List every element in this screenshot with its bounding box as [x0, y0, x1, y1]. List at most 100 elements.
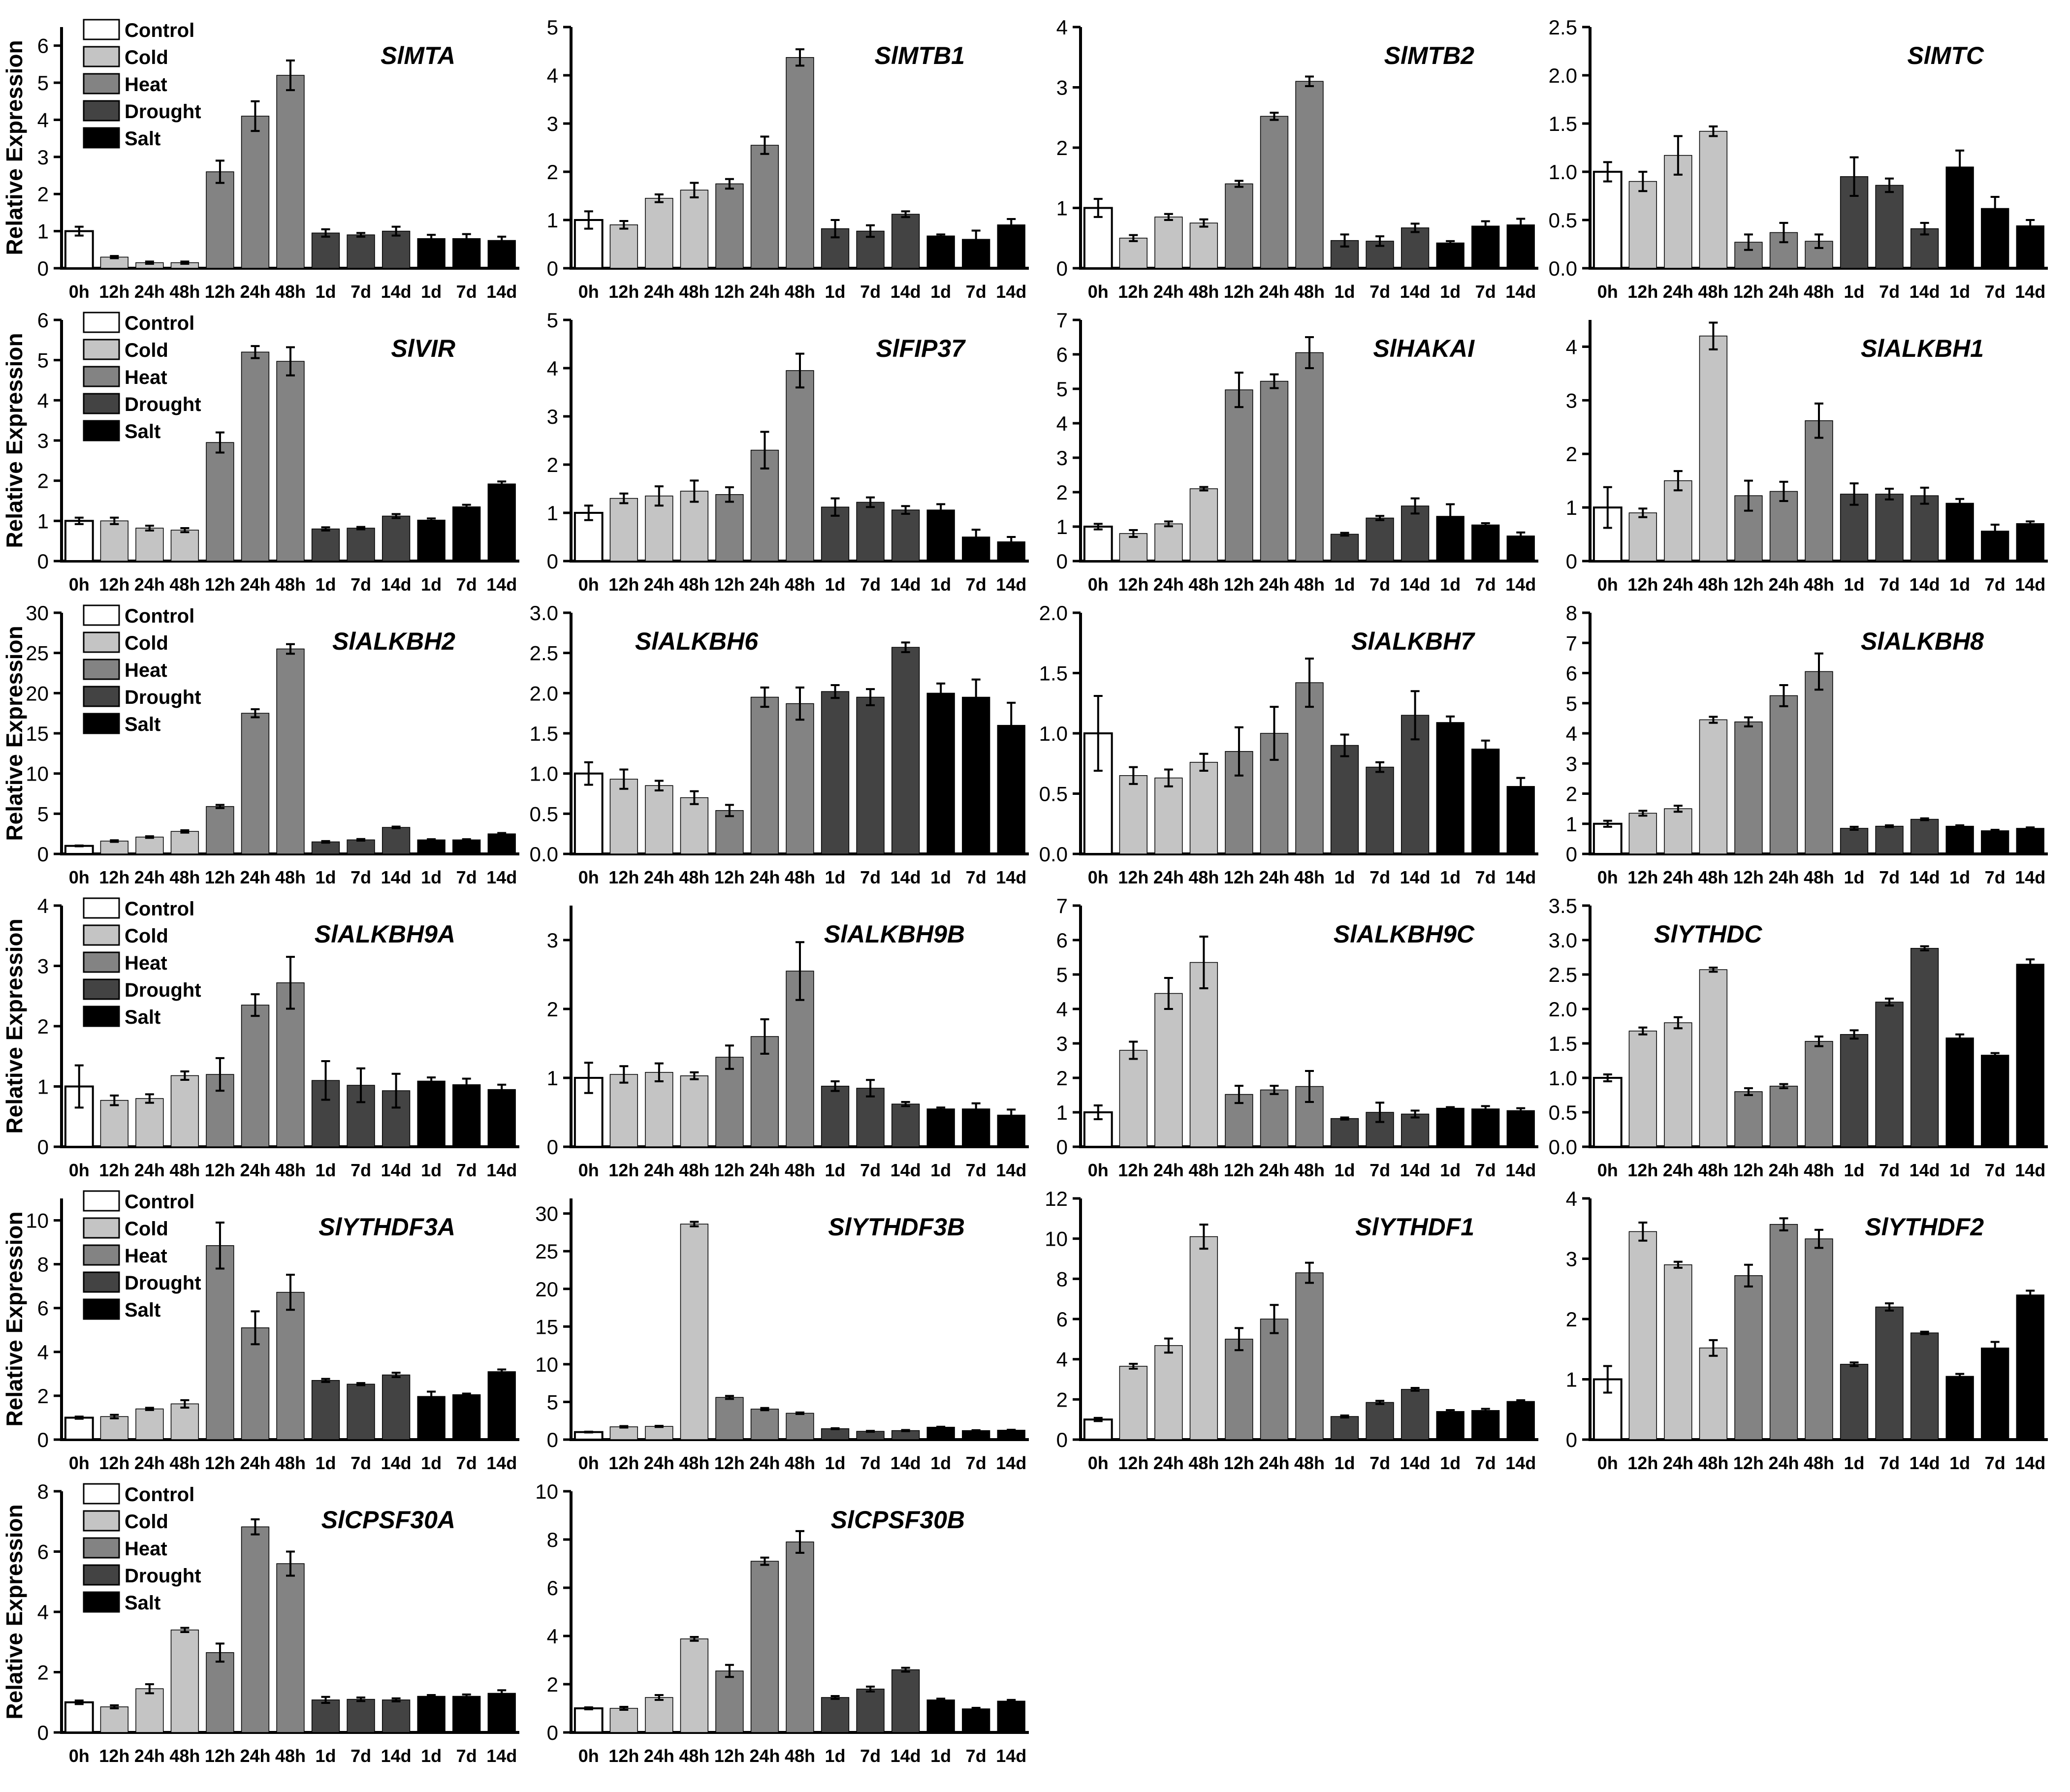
y-tick-label: 6	[1056, 343, 1068, 366]
x-tick-label: 14d	[1505, 282, 1536, 302]
y-tick-label: 0	[37, 1721, 49, 1744]
x-tick-label: 14d	[891, 574, 921, 595]
y-tick-label: 2	[547, 160, 558, 184]
x-tick-label: 7d	[456, 867, 477, 887]
x-tick-label: 48h	[679, 282, 709, 302]
legend-label: Cold	[125, 1511, 168, 1533]
y-tick-label: 5	[37, 71, 49, 94]
legend-label: Cold	[125, 925, 168, 947]
bar	[1330, 534, 1359, 562]
x-tick-label: 0h	[1088, 574, 1109, 595]
y-tick-label: 1.0	[530, 762, 558, 786]
chart-title: SlMTB2	[1384, 42, 1475, 69]
bar	[1119, 1366, 1147, 1440]
bar	[100, 1416, 128, 1440]
y-tick-label: 1	[547, 1067, 558, 1090]
chart-title: SlMTB1	[875, 42, 965, 69]
x-tick-label: 7d	[966, 1746, 987, 1766]
legend-swatch	[83, 686, 120, 707]
bar	[821, 691, 850, 854]
bar	[1154, 1345, 1183, 1440]
bar	[926, 1699, 955, 1733]
y-tick-label: 2	[1566, 442, 1577, 466]
bar	[645, 198, 673, 269]
y-axis-label: Relative Expression	[1, 1211, 27, 1426]
y-tick-label: 1.5	[530, 722, 558, 745]
x-tick-label: 12h	[608, 867, 639, 887]
y-tick-label: 8	[37, 1480, 49, 1503]
bar	[2016, 964, 2044, 1147]
x-tick-label: 7d	[1985, 1453, 2006, 1473]
x-tick-label: 24h	[644, 574, 674, 595]
legend-swatch	[83, 46, 120, 67]
chart-title: SlYTHDF1	[1355, 1213, 1474, 1241]
y-tick-label: 10	[535, 1353, 558, 1376]
y-tick-label: 5	[1056, 963, 1068, 986]
x-tick-label: 1d	[1949, 867, 1970, 887]
x-tick-label: 7d	[350, 282, 371, 302]
legend-label: Drought	[125, 101, 201, 123]
y-tick-label: 15	[535, 1315, 558, 1338]
bar	[856, 1088, 885, 1147]
y-tick-label: 2	[37, 1661, 49, 1684]
bar	[1083, 1418, 1113, 1441]
y-axis-label: Relative Expression	[1, 333, 27, 548]
bar	[1189, 488, 1218, 562]
legend-swatch	[83, 366, 120, 387]
x-tick-label: 14d	[996, 867, 1026, 887]
bar	[962, 1708, 990, 1733]
bar	[241, 1005, 270, 1147]
x-tick-label: 12h	[1733, 1160, 1764, 1180]
x-tick-label: 48h	[1698, 574, 1728, 595]
bar	[1225, 1339, 1253, 1440]
y-tick-label: 4	[1566, 335, 1577, 358]
x-tick-label: 7d	[350, 867, 371, 887]
y-tick-label: 2	[37, 1384, 49, 1408]
bar	[1840, 1364, 1869, 1440]
x-tick-label: 0h	[1597, 1160, 1618, 1180]
y-tick-label: 0	[1566, 1428, 1577, 1451]
y-tick-label: 4	[37, 108, 49, 131]
x-tick-label: 14d	[891, 282, 921, 302]
bar	[241, 351, 270, 562]
legend-swatch	[83, 393, 120, 414]
x-tick-label: 12h	[1224, 282, 1254, 302]
y-tick-label: 0	[37, 843, 49, 866]
x-tick-label: 14d	[996, 574, 1026, 595]
bar	[1769, 695, 1798, 854]
y-tick-label: 1	[37, 1075, 49, 1099]
y-tick-label: 1	[1566, 1368, 1577, 1391]
x-tick-label: 1d	[1949, 1160, 1970, 1180]
bar	[680, 189, 709, 269]
x-tick-label: 1d	[316, 1160, 336, 1180]
bar	[1664, 1022, 1692, 1147]
bar	[645, 495, 673, 562]
x-tick-label: 7d	[1985, 867, 2006, 887]
y-tick-label: 1	[1056, 197, 1068, 220]
x-tick-label: 7d	[1369, 282, 1390, 302]
y-tick-label: 8	[37, 1253, 49, 1276]
x-tick-label: 12h	[99, 867, 129, 887]
bar	[1154, 523, 1183, 562]
y-tick-label: 0	[547, 257, 558, 280]
bar	[452, 1394, 481, 1440]
x-tick-label: 14d	[1910, 867, 1940, 887]
y-tick-label: 5	[547, 309, 558, 332]
legend-label: Drought	[125, 394, 201, 415]
x-tick-label: 14d	[1400, 574, 1431, 595]
x-tick-label: 24h	[749, 282, 780, 302]
legend-label: Control	[125, 20, 194, 41]
y-tick-label: 2.0	[530, 682, 558, 705]
y-tick-label: 10	[1045, 1227, 1068, 1251]
legend-label: Control	[125, 605, 194, 627]
bar	[1506, 1110, 1535, 1147]
x-tick-label: 7d	[860, 282, 881, 302]
chart-title: SlMTA	[381, 42, 455, 69]
x-tick-label: 24h	[1153, 867, 1184, 887]
x-tick-label: 7d	[456, 1746, 477, 1766]
x-tick-label: 48h	[275, 574, 306, 595]
